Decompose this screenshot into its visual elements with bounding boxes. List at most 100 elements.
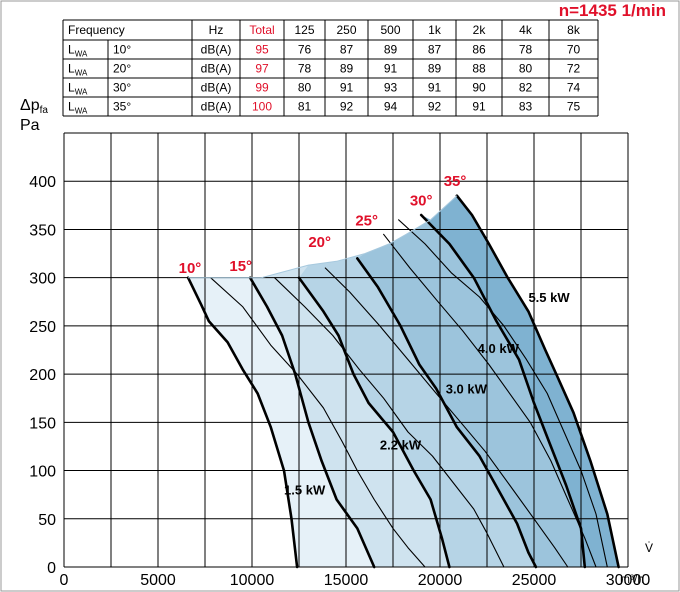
y-tick-label: 250 xyxy=(29,319,56,336)
x-tick-label: 15000 xyxy=(324,572,369,589)
power-curve-1-5-kW xyxy=(210,277,426,568)
y-tick-label: 50 xyxy=(38,512,56,529)
table-cell: 86 xyxy=(472,43,486,57)
y-axis-title: Δpfa Pa xyxy=(20,97,48,134)
curve-labels: 10° 15° 20° 25° 30° 35° 1.5 kW 2.2 kW 3.0 kW 4.0 … xyxy=(179,173,571,498)
curves xyxy=(186,194,620,569)
table-row-lwa: LWA xyxy=(68,62,88,78)
table-header-band: 4k xyxy=(519,23,533,37)
blade-angle-label: 20° xyxy=(308,234,331,251)
power-curve-3-0-kW xyxy=(324,267,569,568)
x-tick-label: 0 xyxy=(60,572,69,589)
table-header-hz: Hz xyxy=(209,23,224,37)
zone-fill-30deg xyxy=(421,195,619,567)
sound-power-table: Frequency Hz Total 125 250 500 1k 2k 4k 8k LWA 10° d… xyxy=(62,19,599,117)
table-cell: 78 xyxy=(298,62,312,76)
power-curve-5-5-kW xyxy=(398,219,608,568)
table-cell: 80 xyxy=(298,81,312,95)
table-cell: 78 xyxy=(519,43,533,57)
x-axis-unit: m³/h xyxy=(620,572,644,586)
table-row-angle: 30° xyxy=(113,81,131,95)
y-tick-label: 100 xyxy=(29,464,56,481)
svg-text:Δpfa: Δpfa xyxy=(20,97,48,116)
axis-ticks: 0 5000 10000 15000 20000 25000 30000 0 50 100 150 2… xyxy=(29,174,650,589)
table-row-lwa: LWA xyxy=(68,43,88,59)
table-row-total: 97 xyxy=(255,62,269,76)
table-header-total: Total xyxy=(249,23,274,37)
table-row-unit: dB(A) xyxy=(201,100,232,114)
table-cell: 80 xyxy=(519,62,533,76)
zone-fill-25deg xyxy=(357,195,619,567)
x-tick-label: 20000 xyxy=(418,572,463,589)
x-tick-label: 10000 xyxy=(230,572,275,589)
table-row-angle: 20° xyxy=(113,62,131,76)
table-cell: 90 xyxy=(472,81,486,95)
table-cell: 89 xyxy=(384,43,398,57)
power-label: 2.2 kW xyxy=(380,437,422,452)
power-label: 5.5 kW xyxy=(528,290,570,305)
blade-angle-label: 35° xyxy=(444,173,467,190)
table-row-unit: dB(A) xyxy=(201,81,232,95)
table-cell: 91 xyxy=(340,81,354,95)
blade-angle-curve-30- xyxy=(419,213,587,569)
y-tick-label: 150 xyxy=(29,415,56,432)
blade-angle-label: 15° xyxy=(229,258,252,275)
power-curve-4-0-kW xyxy=(383,233,597,568)
y-tick-label: 400 xyxy=(29,174,56,191)
table-row-lwa: LWA xyxy=(68,100,88,116)
table-row-unit: dB(A) xyxy=(201,62,232,76)
table-cell: 92 xyxy=(428,100,442,114)
y-axis-symbol: Δp xyxy=(20,97,40,114)
table-header-band: 1k xyxy=(428,23,442,37)
table-cell: 74 xyxy=(567,81,581,95)
y-tick-label: 350 xyxy=(29,222,56,239)
y-axis-subscript: fa xyxy=(40,105,49,116)
power-label: 1.5 kW xyxy=(284,483,326,498)
table-header-band: 125 xyxy=(294,23,314,37)
table-header-frequency: Frequency xyxy=(68,23,125,37)
speed-label: n=1435 1/min xyxy=(559,1,666,20)
table-cell: 93 xyxy=(384,81,398,95)
blade-angle-curve-35- xyxy=(455,194,620,569)
y-axis-unit: Pa xyxy=(20,117,40,134)
blade-angle-curve-10- xyxy=(186,276,299,569)
operating-zone-fills xyxy=(188,195,619,567)
blade-angle-curve-20- xyxy=(297,276,451,569)
table-row-angle: 10° xyxy=(113,43,131,57)
table-cell: 83 xyxy=(519,100,533,114)
table-cell: 75 xyxy=(567,100,581,114)
table-row-unit: dB(A) xyxy=(201,43,232,57)
table-header-band: 250 xyxy=(336,23,356,37)
table-row-total: 99 xyxy=(255,81,269,95)
y-tick-label: 300 xyxy=(29,271,56,288)
table-row-total: 95 xyxy=(255,43,269,57)
table-cell: 91 xyxy=(472,100,486,114)
table-cell: 87 xyxy=(340,43,354,57)
table-header-band: 8k xyxy=(567,23,581,37)
blade-angle-curve-25- xyxy=(356,257,538,569)
table-cell: 94 xyxy=(384,100,398,114)
table-cell: 82 xyxy=(519,81,533,95)
table-cell: 87 xyxy=(428,43,442,57)
blade-angle-curve-15- xyxy=(248,276,376,569)
table-header-band: 2k xyxy=(473,23,487,37)
table-header-band: 500 xyxy=(380,23,400,37)
table-cell: 72 xyxy=(567,62,581,76)
blade-angle-label: 10° xyxy=(179,260,202,277)
blade-angle-label: 30° xyxy=(410,192,433,209)
table-cell: 91 xyxy=(428,81,442,95)
table-cell: 89 xyxy=(340,62,354,76)
table-row-total: 100 xyxy=(252,100,272,114)
x-axis-symbol: V̇ xyxy=(645,541,653,555)
table-cell: 76 xyxy=(298,43,312,57)
envelope-top xyxy=(188,195,458,279)
table-cell: 81 xyxy=(298,100,312,114)
table-cell: 92 xyxy=(340,100,354,114)
table-cell: 91 xyxy=(384,62,398,76)
grid-lines xyxy=(63,132,629,568)
x-tick-label: 5000 xyxy=(140,572,176,589)
x-tick-label: 25000 xyxy=(512,572,557,589)
table-cell: 88 xyxy=(472,62,486,76)
